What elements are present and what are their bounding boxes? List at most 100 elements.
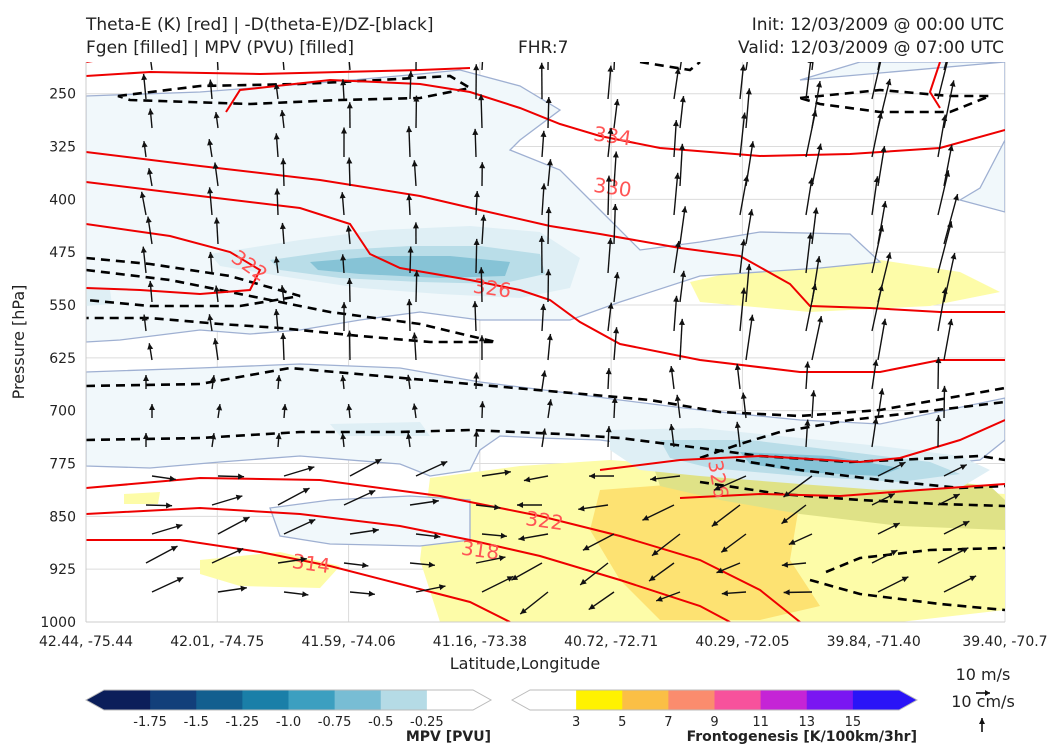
theta-e-contour-label-text: 326: [472, 274, 513, 303]
wind-vector: [343, 562, 369, 569]
colorbar-tick-label: -1.25: [226, 715, 260, 730]
wind-vector: [648, 562, 675, 582]
colorbar-swatch: [806, 690, 854, 710]
dthetae-contour: [825, 546, 1005, 574]
theta-e-contour: [679, 483, 1005, 499]
quiver-key-vertical-arrowhead: [979, 718, 985, 724]
wind-vector: [346, 404, 353, 419]
valid-time: Valid: 12/03/2009 @ 07:00 UTC: [738, 38, 1004, 58]
wind-vector: [473, 238, 480, 274]
wind-vector: [877, 388, 885, 419]
wind-vector: [349, 458, 382, 477]
wind-vector: [877, 62, 881, 71]
wind-vector: [273, 82, 280, 100]
wind-vector: [937, 170, 951, 216]
chart-title-line1: Theta-E (K) [red] | -D(theta-E)/DZ-[blac…: [86, 15, 434, 35]
wind-vector: [146, 168, 153, 187]
wind-vector: [739, 112, 748, 158]
filled-fields: [86, 62, 1005, 622]
wind-vector: [642, 504, 675, 521]
wind-vector: [279, 285, 286, 303]
x-tick-label: 42.01, -74.75: [170, 634, 264, 650]
wind-vector: [546, 333, 553, 361]
colorbar-outline: [84, 689, 493, 711]
wind-vector: [805, 110, 818, 158]
wind-vector: [783, 475, 813, 498]
wind-vector: [348, 62, 351, 71]
wind-vector: [407, 246, 414, 274]
x-tick-label: 42.44, -75.44: [39, 634, 133, 650]
wind-vector: [943, 318, 954, 361]
wind-vector: [582, 533, 615, 551]
wind-vector: [349, 527, 379, 535]
wind-vector: [547, 62, 549, 71]
wind-vector: [145, 216, 153, 245]
colorbar-swatch: [852, 690, 900, 710]
colorbar-swatch: [622, 690, 669, 710]
wind-vector: [479, 162, 486, 187]
quiver-key-vertical-label: 10 cm/s: [951, 692, 1015, 711]
wind-vector: [216, 404, 223, 419]
wind-vector: [273, 256, 280, 274]
wind-vector: [937, 493, 961, 506]
wind-vector: [721, 590, 747, 597]
colorbar-swatch: [196, 690, 243, 710]
y-tick-label: 700: [49, 404, 76, 420]
wind-vector: [540, 130, 547, 158]
wind-vector: [281, 403, 288, 419]
wind-vector: [805, 283, 818, 332]
wind-vector: [674, 394, 681, 419]
wind-vector: [540, 183, 547, 216]
colorbar-swatch: [760, 690, 808, 710]
wind-vector: [745, 62, 748, 71]
colorbar-tick-label: 11: [752, 715, 769, 730]
colorbar-tick-label: 9: [710, 715, 718, 730]
theta-e-contour-label-text: 330: [592, 173, 633, 202]
wind-vector: [937, 287, 948, 332]
colorbar-tick-label: -1.75: [133, 715, 167, 730]
wind-vector: [273, 308, 280, 332]
colorbar-tick-label: 13: [798, 715, 815, 730]
colorbar-extend-left: [86, 690, 104, 710]
wind-vector: [745, 209, 754, 245]
wind-vector: [143, 375, 149, 389]
wind-vector: [151, 523, 183, 535]
wind-vector: [141, 73, 148, 100]
y-tick-label: 775: [49, 457, 76, 473]
theta-e-contour: [928, 62, 941, 109]
wind-vector: [478, 94, 485, 129]
wind-vector: [346, 330, 353, 361]
wind-vector: [481, 532, 507, 539]
wind-vector: [212, 338, 219, 361]
wind-vector: [147, 108, 154, 129]
wind-vector: [283, 518, 316, 535]
colorbar-swatch: [242, 690, 289, 710]
wind-vector: [212, 162, 219, 187]
wind-vector: [145, 502, 173, 509]
wind-vector: [143, 433, 149, 447]
wind-vector: [720, 533, 747, 553]
wind-vector: [213, 217, 220, 245]
wind-vector: [943, 193, 959, 245]
colorbar-tick-label: -0.25: [410, 715, 444, 730]
wind-vector: [673, 67, 681, 100]
x-tick-label: 41.16, -73.38: [433, 634, 527, 650]
wind-vector: [415, 584, 446, 593]
wind-vector: [346, 277, 353, 303]
wind-vector: [605, 175, 612, 216]
wind-vector: [523, 475, 549, 483]
colorbar-extend-right: [899, 690, 917, 710]
wind-vector: [406, 194, 413, 216]
wind-vector: [283, 591, 309, 598]
wind-vector: [519, 591, 549, 615]
wind-vector: [745, 88, 752, 129]
theta-e-contour-label: 322: [524, 506, 565, 535]
wind-vector: [589, 473, 615, 480]
theta-e-contour: [86, 151, 1005, 313]
wind-vector: [217, 473, 245, 480]
wind-vector: [613, 62, 616, 71]
theta-e-contour: [86, 181, 1005, 373]
wind-vector: [151, 475, 176, 482]
dthetae-contour: [86, 428, 1005, 464]
wind-vector: [788, 533, 813, 546]
